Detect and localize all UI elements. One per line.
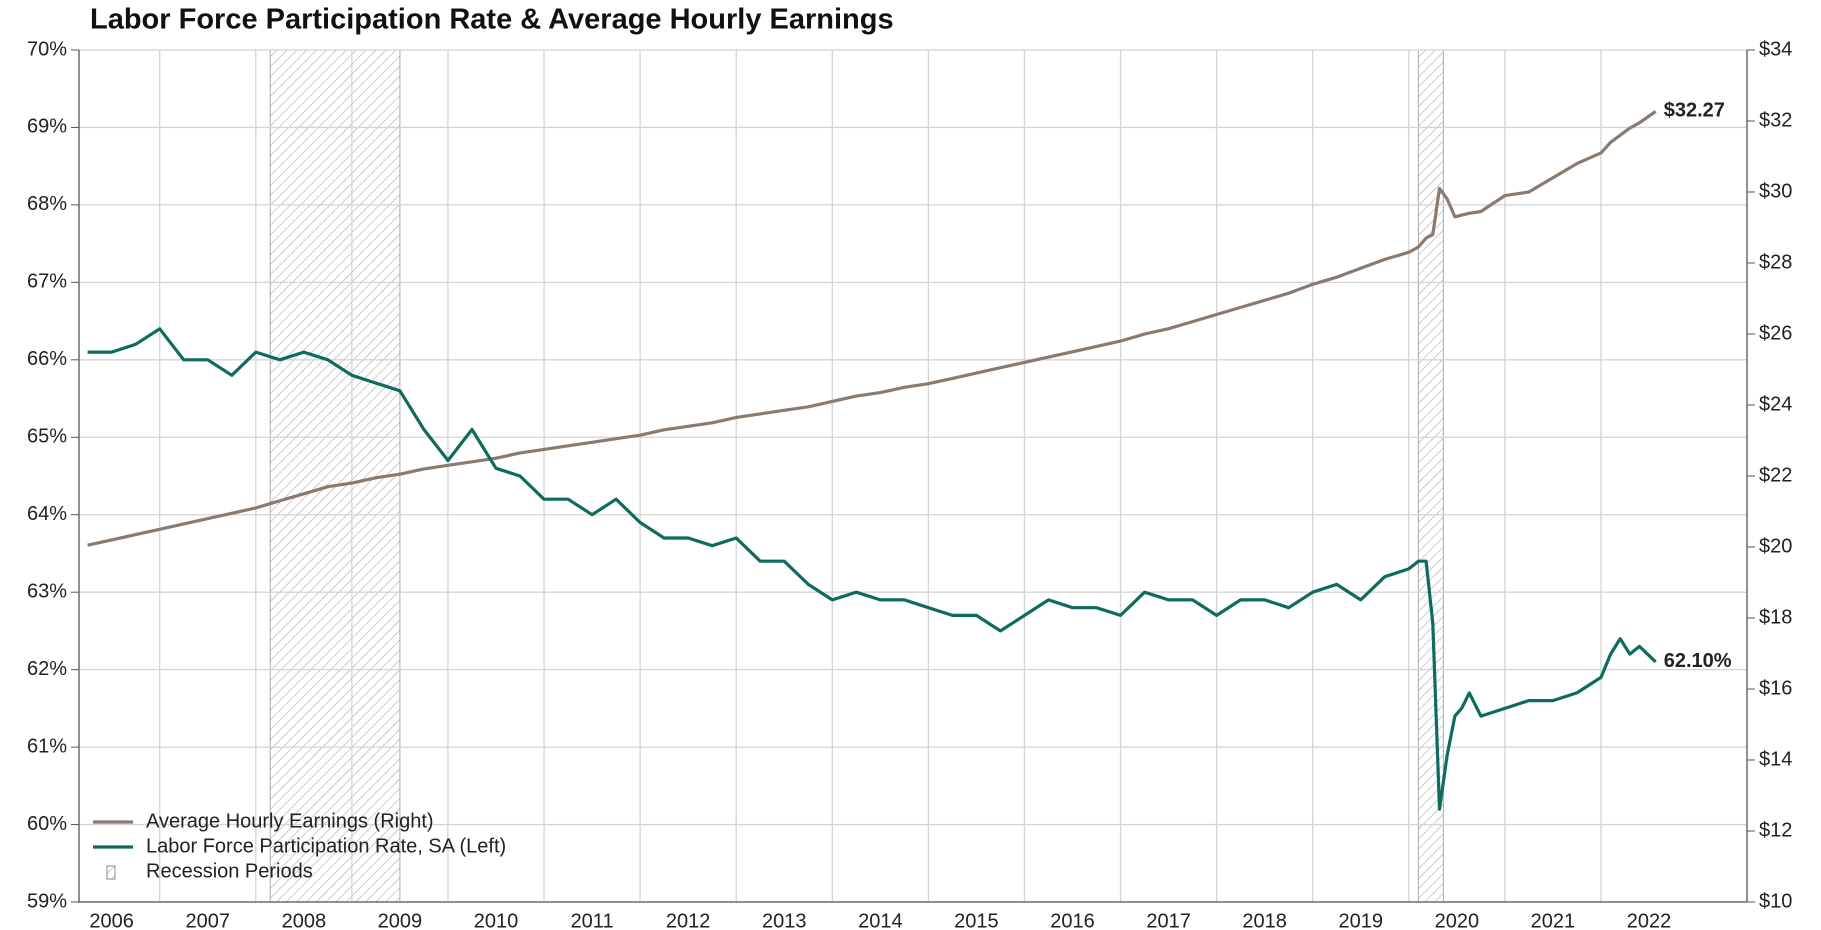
y-tick-label: 70% [27, 38, 67, 60]
x-tick-label: 2018 [1242, 910, 1287, 930]
line-layer [87, 110, 1657, 811]
legend-label: Recession Periods [146, 860, 313, 882]
y2-tick-label: $12 [1759, 819, 1792, 841]
x-tick-label: 2014 [858, 910, 903, 930]
y2-tick-label: $26 [1759, 322, 1792, 344]
y-tick-label: 65% [27, 426, 67, 448]
y2-tick-label: $18 [1759, 606, 1792, 628]
value-label: $32.27 [1664, 100, 1725, 122]
y-tick-label: 62% [27, 658, 67, 680]
y-tick-label: 60% [27, 813, 67, 835]
label-layer: 59% 60% 61% 62% 63% 64% 65% 66% 67% 68% 69% 70% $10 $… [27, 38, 1792, 930]
grid-layer [71, 49, 1755, 903]
y-tick-label: 69% [27, 116, 67, 138]
y2-tick-label: $32 [1759, 109, 1792, 131]
y2-tick-label: $16 [1759, 677, 1792, 699]
x-tick-label: 2009 [378, 910, 423, 930]
x-tick-label: 2011 [571, 910, 614, 930]
y-tick-label: 67% [27, 271, 67, 293]
x-tick-label: 2013 [762, 910, 807, 930]
legend-swatch [106, 865, 116, 880]
x-tick-label: 2008 [282, 910, 327, 930]
y2-tick-label: $14 [1759, 748, 1792, 770]
x-tick-label: 2019 [1338, 910, 1383, 930]
y2-tick-label: $22 [1759, 464, 1792, 486]
y2-tick-label: $24 [1759, 393, 1792, 415]
y2-tick-label: $28 [1759, 251, 1792, 273]
x-tick-label: 2010 [474, 910, 519, 930]
x-tick-label: 2021 [1531, 910, 1576, 930]
y-tick-label: 66% [27, 348, 67, 370]
x-tick-label: 2016 [1050, 910, 1095, 930]
x-tick-label: 2007 [186, 910, 231, 930]
series-line [87, 110, 1657, 547]
y-tick-label: 59% [27, 890, 67, 912]
series-line [87, 327, 1657, 811]
x-tick-label: 2015 [954, 910, 999, 930]
x-tick-label: 2012 [666, 910, 711, 930]
x-tick-label: 2017 [1146, 910, 1191, 930]
legend-label: Labor Force Participation Rate, SA (Left… [146, 835, 506, 857]
x-tick-label: 2022 [1627, 910, 1672, 930]
y2-tick-label: $34 [1759, 38, 1792, 60]
y2-tick-label: $20 [1759, 535, 1792, 557]
y-tick-label: 63% [27, 580, 67, 602]
recession-layer [269, 49, 1444, 903]
y2-tick-label: $10 [1759, 890, 1792, 912]
x-tick-label: 2006 [89, 910, 134, 930]
y-tick-label: 61% [27, 735, 67, 757]
x-tick-label: 2020 [1435, 910, 1480, 930]
y2-tick-label: $30 [1759, 180, 1792, 202]
y-tick-label: 64% [27, 503, 67, 525]
value-label: 62.10% [1664, 650, 1732, 672]
y-tick-label: 68% [27, 193, 67, 215]
chart-title: Labor Force Participation Rate & Average… [90, 4, 894, 36]
legend-label: Average Hourly Earnings (Right) [146, 810, 434, 832]
